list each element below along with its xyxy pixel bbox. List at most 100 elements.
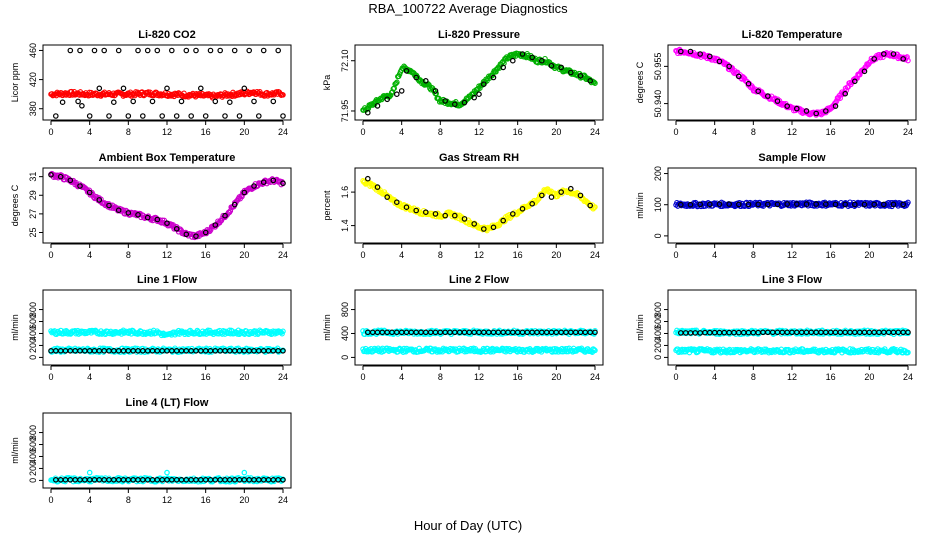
y-tick-label: 600: [653, 314, 663, 329]
data-point: [111, 99, 117, 106]
x-tick-label: 20: [239, 495, 249, 505]
y-tick-label: 1.4: [340, 219, 350, 232]
x-tick-label: 24: [278, 250, 288, 260]
panel-title: Line 3 Flow: [762, 274, 822, 286]
data-point: [784, 103, 791, 109]
y-tick-label: 460: [28, 43, 38, 58]
plot-frame: [42, 167, 292, 244]
y-axis: 71.95 72.10 kPa: [322, 49, 355, 122]
series-1: [673, 346, 911, 356]
data-point: [480, 81, 487, 88]
data-point: [393, 199, 400, 206]
x-axis: 0 4 8 12 16 20 24: [673, 365, 913, 382]
data-point: [471, 94, 478, 101]
data-point: [393, 91, 400, 98]
series-1: [360, 345, 598, 355]
y-axis: 50.940 50.955 degrees C: [635, 53, 668, 118]
x-tick-label: 24: [278, 127, 288, 137]
x-tick-label: 4: [399, 127, 404, 137]
data-point: [900, 201, 907, 208]
data-point: [861, 201, 868, 208]
x-axis: 0 4 8 12 16 20 24: [673, 243, 913, 260]
x-tick-label: 8: [438, 250, 443, 260]
x-tick-label: 8: [126, 495, 131, 505]
data-point: [198, 85, 204, 92]
plot-area: [48, 327, 286, 355]
data-point: [248, 89, 254, 96]
x-tick-label: 4: [87, 127, 92, 137]
series-2: [48, 172, 286, 240]
data-point: [735, 201, 742, 208]
data-point: [236, 113, 243, 119]
x-tick-label: 16: [513, 127, 523, 137]
y-axis-label: kPa: [322, 75, 332, 91]
y-axis: 1.4 1.6 percent: [322, 186, 355, 232]
data-point: [822, 108, 829, 114]
panel-title: Line 4 (LT) Flow: [126, 397, 209, 409]
series-2: [86, 469, 248, 476]
y-axis-label: ml/min: [635, 314, 645, 341]
panel-title: Li-820 Pressure: [438, 29, 520, 41]
data-point: [900, 56, 907, 62]
panel-10: Line 4 (LT) Flow 0 4 8 12 16 20 24 0 200400600800…: [10, 397, 292, 505]
plot-area: [360, 50, 598, 116]
data-point: [490, 224, 497, 231]
series-2: [677, 48, 907, 117]
plot-area: [48, 47, 286, 119]
data-point: [384, 96, 391, 103]
data-point: [905, 57, 911, 64]
data-point: [393, 80, 399, 87]
data-point: [509, 211, 516, 217]
data-point: [227, 99, 233, 106]
data-point: [567, 185, 574, 192]
data-point: [677, 48, 684, 55]
x-tick-label: 12: [162, 495, 172, 505]
panel-1: Li-820 CO2 0 4 8 12 16 20 24 380 420 460 Licor ppm: [10, 29, 292, 137]
data-point: [529, 54, 536, 61]
data-point: [217, 47, 224, 54]
y-tick-label: 50.940: [653, 90, 663, 118]
data-point: [193, 47, 199, 54]
data-point: [832, 103, 839, 109]
data-point: [222, 212, 228, 219]
data-point: [52, 113, 59, 119]
y-axis: 0 100 200 ml/min: [635, 166, 668, 238]
y-tick-label: 800: [653, 302, 663, 317]
data-point: [193, 233, 199, 240]
series-3: [677, 329, 911, 336]
data-point: [222, 113, 228, 119]
panel-3: Li-820 Temperature 0 4 8 12 16 20 24 50.940 50.95…: [635, 29, 917, 137]
y-axis-label: ml/min: [635, 192, 645, 219]
data-point: [86, 189, 93, 196]
y-tick-label: 100: [653, 197, 663, 212]
data-point: [106, 113, 112, 119]
data-point: [716, 201, 723, 207]
y-tick-label: 200: [28, 338, 38, 353]
y-tick-label: 400: [653, 326, 663, 341]
data-point: [280, 180, 286, 187]
x-tick-label: 12: [162, 127, 172, 137]
x-tick-label: 8: [438, 372, 443, 382]
data-point: [745, 80, 752, 87]
x-tick-label: 4: [712, 127, 717, 137]
x-tick-label: 24: [590, 250, 600, 260]
data-point: [476, 91, 482, 98]
x-tick-label: 16: [826, 127, 836, 137]
data-point: [59, 99, 66, 106]
data-point: [212, 222, 219, 228]
data-point: [451, 101, 458, 108]
data-point: [490, 74, 497, 81]
data-point: [48, 172, 54, 178]
data-point: [687, 201, 694, 208]
data-point: [793, 201, 800, 207]
series-2: [364, 51, 594, 116]
plot-frame: [354, 289, 604, 366]
y-tick-label: 200: [653, 338, 663, 353]
data-point: [135, 47, 141, 54]
data-point: [364, 109, 371, 116]
x-tick-label: 0: [360, 372, 365, 382]
y-tick-label: 400: [28, 326, 38, 341]
x-axis: 0 4 8 12 16 20 24: [48, 365, 288, 382]
